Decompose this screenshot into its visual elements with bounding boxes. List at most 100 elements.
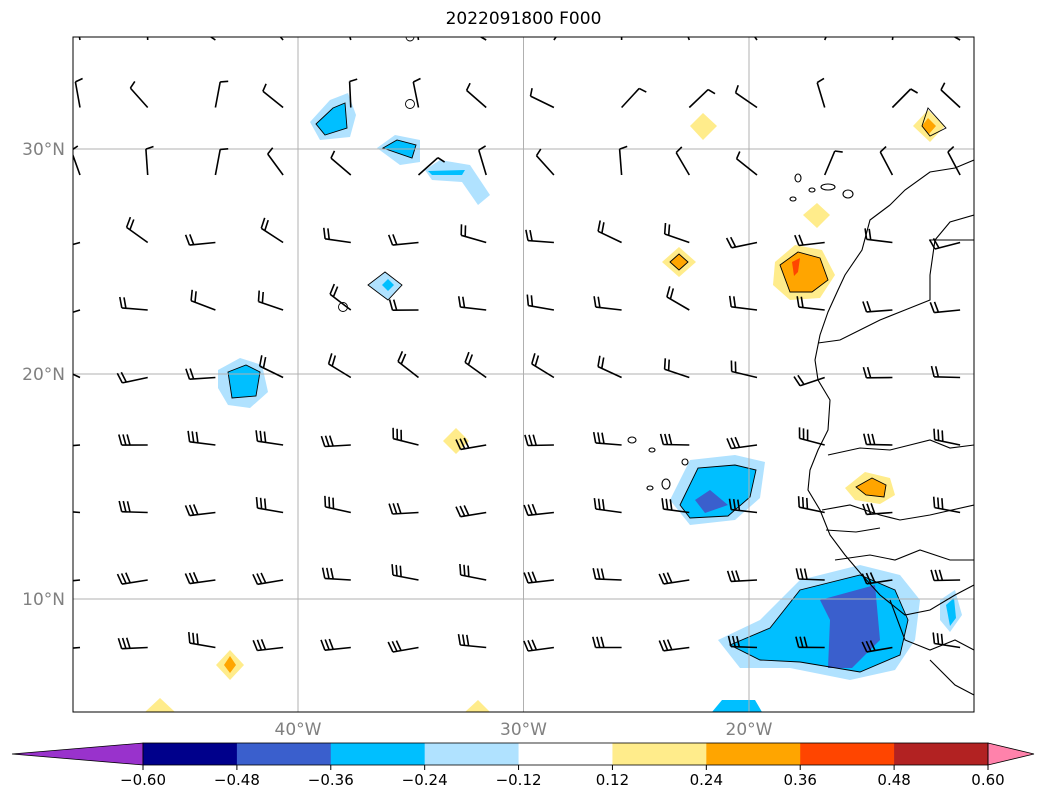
wind-barb-feather	[391, 640, 398, 652]
lon-label-40w: 40°W	[275, 720, 322, 740]
wind-barb	[823, 150, 836, 176]
wind-barb-feather	[523, 640, 529, 652]
wind-barb	[121, 307, 148, 311]
wind-barb-feather	[592, 431, 597, 444]
wind-barb	[595, 442, 622, 446]
wind-barb-feather	[869, 640, 876, 651]
wind-barb-feather	[260, 572, 267, 584]
wind-barb-feather	[868, 228, 872, 240]
wind-barb	[349, 37, 352, 41]
wind-barb-feather	[527, 571, 533, 583]
wind-barb-feather	[324, 495, 327, 507]
wind-barb	[74, 81, 81, 108]
wind-barb-feather	[597, 432, 601, 444]
wind-barb-feather	[260, 639, 267, 650]
wind-barb-feather	[332, 286, 339, 298]
wind-barb	[953, 37, 961, 41]
wind-barb	[527, 444, 554, 447]
wind-barb-feather	[464, 20, 466, 28]
colorbar: −0.60 −0.48 −0.36 −0.24 −0.12 0.12 0.24 0.36 0.4…	[11, 742, 1035, 789]
wind-barb	[129, 87, 149, 109]
wind-barb-feather	[255, 430, 259, 442]
wind-barb-feather	[327, 353, 333, 365]
colorbar-segment	[800, 743, 895, 765]
wind-barb-feather	[478, 145, 487, 151]
wind-barb-feather	[260, 217, 266, 229]
wind-barb	[214, 149, 221, 176]
wind-barb-feather	[535, 148, 542, 157]
wind-barb	[348, 81, 352, 108]
wind-barb-feather	[865, 572, 872, 584]
wind-barb-feather	[862, 301, 868, 313]
wind-barb-feather	[680, 11, 687, 16]
wind-barb-feather	[835, 16, 843, 17]
negative-anomaly-core	[946, 598, 956, 626]
wind-barb-feather	[725, 237, 733, 249]
positive-anomaly-region	[465, 700, 490, 712]
wind-barb-feather	[256, 639, 263, 651]
wind-barb-feather	[188, 504, 195, 516]
wind-barb-feather	[806, 497, 809, 509]
wind-barb-feather	[941, 498, 944, 510]
map-frame	[72, 36, 975, 713]
wind-barb-feather	[324, 639, 330, 650]
wind-barb-feather	[622, 12, 630, 14]
wind-barb-feather	[54, 572, 58, 582]
wind-barb-feather	[459, 505, 466, 517]
lat-label-30n: 30°N	[22, 140, 65, 160]
wind-barb-feather	[866, 366, 872, 378]
wind-barb-feather	[728, 498, 732, 510]
wind-barb	[663, 646, 690, 652]
wind-barb-feather	[940, 82, 946, 91]
wind-barb-feather	[75, 11, 82, 15]
colorbar-segment	[612, 743, 707, 765]
wind-barb	[663, 579, 690, 585]
wind-barb-feather	[593, 296, 597, 308]
wind-barb-feather	[938, 569, 944, 581]
wind-barb-feather	[457, 296, 462, 308]
wind-barb-feather	[194, 18, 197, 26]
colorbar-tick-label: −0.24	[402, 771, 448, 789]
wind-barb-feather	[793, 376, 801, 387]
wind-barb-feather	[596, 636, 601, 648]
wind-barb-feather	[531, 503, 538, 515]
wind-barb-feather	[601, 357, 605, 369]
wind-barb	[595, 306, 622, 311]
wind-barb	[397, 360, 419, 379]
wind-barb-feather	[794, 234, 800, 246]
wind-barb-feather	[663, 222, 667, 235]
wind-barb-feather	[122, 500, 127, 512]
wind-barb	[527, 239, 554, 244]
wind-barb-feather	[459, 563, 462, 576]
wind-barb-feather	[732, 498, 737, 511]
wind-barb-feather	[526, 294, 530, 306]
wind-barb-feather	[399, 565, 402, 577]
wind-barb	[531, 363, 555, 379]
wind-barb-feather	[320, 435, 326, 447]
wind-barb-feather	[263, 498, 267, 510]
wind-barb-feather	[191, 431, 195, 443]
wind-barb	[798, 306, 825, 311]
wind-barb	[735, 92, 758, 109]
colorbar-segment	[706, 743, 801, 765]
wind-barb-feather	[463, 437, 470, 449]
wind-barb	[675, 152, 690, 176]
wind-barb-feather	[865, 640, 872, 652]
wind-barb	[73, 309, 81, 314]
wind-barb-feather	[262, 356, 267, 369]
wind-barb-feather	[530, 295, 534, 307]
wind-barb-feather	[392, 503, 398, 515]
wind-barb	[328, 363, 352, 379]
wind-barb-feather	[467, 565, 470, 577]
wind-barb-feather	[667, 224, 671, 236]
wind-barb-feather	[59, 638, 63, 648]
wind-barb-feather	[59, 572, 63, 582]
wind-barb-feather	[730, 437, 737, 449]
wind-barb-feather	[866, 503, 872, 515]
wind-barb-feather	[803, 636, 808, 648]
wind-barb-feather	[324, 435, 330, 447]
wind-barb-feather	[258, 355, 263, 367]
wind-barb	[214, 81, 221, 108]
wind-barb	[189, 241, 216, 246]
positive-anomaly-core	[224, 656, 236, 673]
